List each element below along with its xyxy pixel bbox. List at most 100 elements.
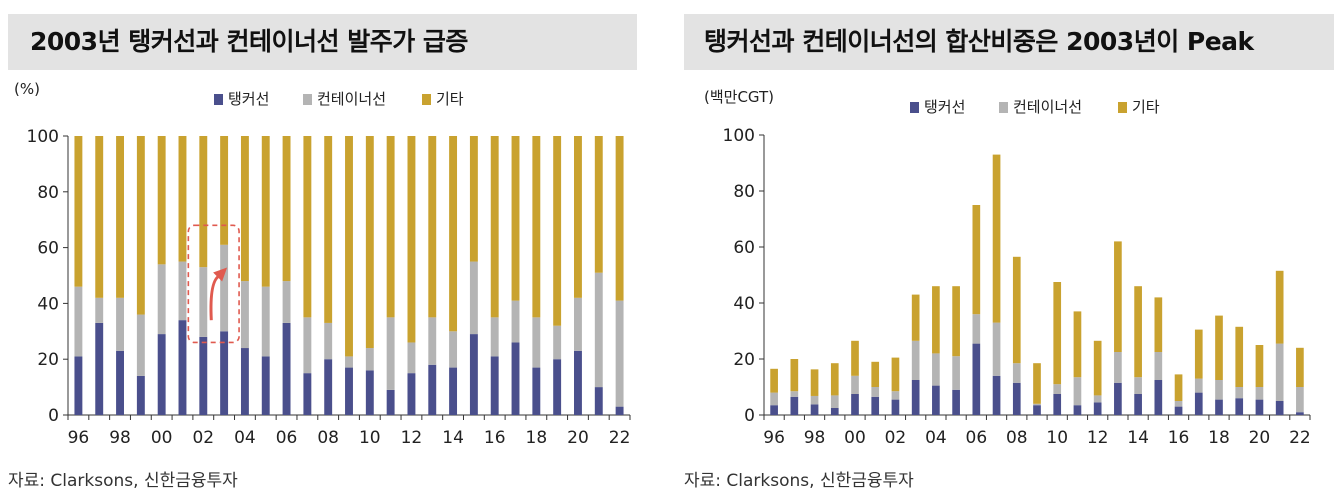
bar-segment-other [386,136,395,318]
highlight-arrow-head [213,267,228,282]
bar-segment-other [851,340,859,376]
bar-segment-container [1093,395,1102,403]
bar-segment-container [1255,387,1264,400]
bar-segment-container [1012,363,1021,383]
bar-segment-tanker [282,322,291,415]
bar-segment-container [386,317,395,390]
bar-segment-container [511,300,520,343]
bar-segment-tanker [324,359,333,415]
bar-segment-other [74,136,83,287]
bar-segment-tanker [1194,392,1203,415]
bar-segment-tanker [261,356,270,415]
right-source-note: 자료: Clarksons, 신한금융투자 [684,471,914,491]
bar-segment-tanker [871,396,880,415]
bar-segment-tanker [220,331,229,415]
left-stacked-bar-chart: (%) 탱커선 컨테이너선 기타 0 20 40 60 80 100 96 98 00 02 04 06 08 1… [14,80,631,448]
bar-segment-tanker [74,356,83,415]
bar-segment-other [407,136,416,343]
bar-segment-other [1073,311,1082,378]
legend-label: 컨테이너선 [1013,98,1082,116]
x-tick-label: 18 [526,428,548,448]
bar-segment-other [261,136,270,287]
x-tick-label: 20 [567,428,589,448]
bar-segment-other [449,136,458,332]
legend-swatch [1118,102,1127,113]
y-unit-label: (백만CGT) [704,88,774,106]
bar-segment-container [1174,401,1183,407]
bar-segment-other [1093,340,1102,396]
bar-segment-tanker [1073,405,1082,415]
x-tick-label: 12 [401,428,423,448]
bar-segment-tanker [851,394,859,415]
bar-segment-container [157,264,166,335]
bar-segment-other [511,136,520,301]
x-tick-label: 06 [276,428,298,448]
bar-segment-other [952,286,960,357]
bar-segment-container [1114,352,1122,383]
bar-segment-tanker [1296,412,1304,415]
y-tick-label: 20 [733,350,755,370]
bar-segment-tanker [407,373,416,415]
x-tick-label: 04 [925,428,947,448]
y-tick-label: 20 [37,350,59,370]
bar-segment-tanker [574,350,582,415]
bar-segment-container [365,348,374,371]
bar-segment-container [490,317,499,357]
x-tick-label: 96 [763,428,785,448]
bar-segment-other [790,359,799,392]
bar-segment-container [992,322,1001,376]
bar-segment-tanker [449,367,458,415]
left-source-note: 자료: Clarksons, 신한금융투자 [8,471,238,491]
right-chart-title: 탱커선과 컨테이너선의 합산비중은 2003년이 Peak [704,27,1254,56]
bar-segment-other [1033,363,1041,404]
bar-segment-container [324,322,333,360]
bar-segment-container [594,272,603,388]
bar-segment-tanker [992,375,1001,415]
bar-segment-other [95,136,104,298]
bar-segment-tanker [490,356,499,415]
x-tick-label: 20 [1249,428,1271,448]
legend-label: 탱커선 [228,90,269,108]
bar-segment-container [952,356,960,390]
x-tick-label: 02 [192,428,214,448]
bar-segment-container [199,267,208,337]
bar-segment-container [1053,384,1062,394]
bar-segment-tanker [1053,394,1062,415]
right-title-bar: 탱커선과 컨테이너선의 합산비중은 2003년이 Peak [684,14,1334,70]
bar-segment-tanker [1215,399,1223,415]
bar-segment-container [574,297,582,351]
bar-segment-container [1073,377,1082,406]
bar-segment-tanker [1275,401,1284,415]
bar-segment-other [469,136,478,262]
bar-segment-other [345,136,353,357]
bar-segment-container [449,331,458,368]
bar-segment-other [1012,256,1021,364]
bar-segment-other [594,136,603,273]
bar-segment-tanker [532,367,541,415]
bar-segment-tanker [911,380,920,415]
bar-segment-container [74,286,83,357]
bar-segment-tanker [932,385,940,415]
x-tick-label: 16 [1168,428,1190,448]
legend-swatch [999,102,1008,113]
bar-segment-tanker [830,408,839,415]
x-tick-label: 00 [151,428,173,448]
bar-segment-tanker [428,364,437,415]
x-tick-label: 14 [442,428,464,448]
legend-label: 탱커선 [924,98,965,116]
bar-segment-tanker [1012,382,1021,415]
x-tick-label: 22 [1289,428,1311,448]
left-title-bar: 2003년 탱커선과 컨테이너선 발주가 급증 [8,14,637,70]
bar-segment-other [574,136,582,298]
bar-segment-other [1114,241,1122,352]
x-tick-label: 04 [234,428,256,448]
bar-segment-tanker [157,334,166,415]
bar-segment-tanker [1093,402,1102,415]
y-tick-label: 80 [37,183,59,203]
bar-segment-other [992,154,1001,323]
bar-segment-tanker [1255,399,1264,415]
bar-segment-tanker [891,399,900,415]
bar-segment-other [1275,270,1284,344]
y-unit-label: (%) [14,80,40,98]
bar-segment-container [220,244,229,332]
